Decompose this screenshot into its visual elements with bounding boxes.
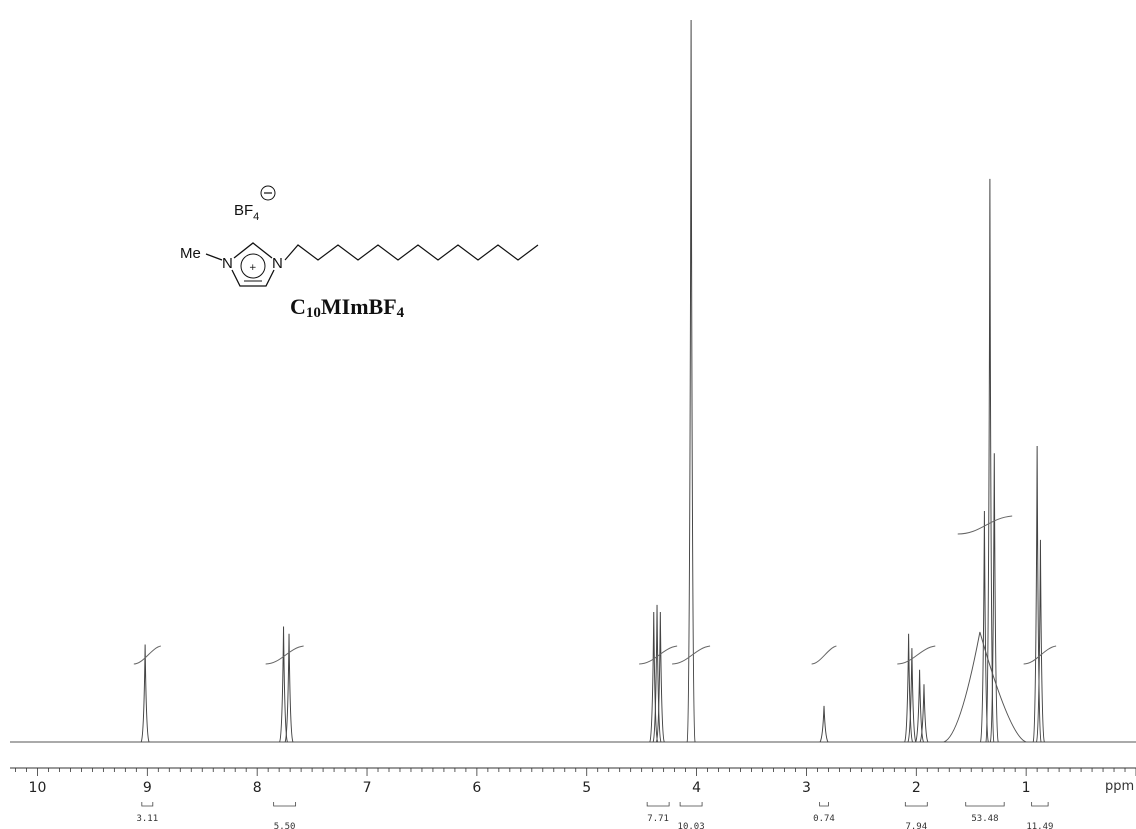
chemical-structure: BF4 Me N N + C10MImBF4 [180,185,539,321]
spectrum-peak [819,705,829,743]
spectrum-peak [904,633,914,743]
spectrum-peak [1032,445,1042,743]
integral-bracket [679,802,703,807]
integral-value: 7.71 [647,814,669,824]
x-axis-unit-label: ppm [1105,779,1134,794]
ring-top-bonds [233,242,273,259]
x-tick-label: 9 [143,780,152,796]
integral-bracket [904,802,928,807]
integral-bracket [965,802,1005,807]
spectrum-broad-envelope [943,631,1027,743]
integral-curve [897,645,936,665]
compound-name: C10MImBF4 [290,294,405,321]
ring-bottom-bonds [231,269,275,287]
integral-bracket [819,802,829,807]
spectrum-peak [989,453,999,743]
spectrum-peak [140,644,150,743]
x-tick-label: 3 [802,780,811,796]
integral-bracket [646,802,670,807]
integral-value: 3.11 [136,814,158,824]
spectrum-peak [284,633,294,743]
methyl-label: Me [180,245,201,262]
methyl-bond [205,253,223,261]
x-tick-label: 1 [1022,780,1031,796]
spectrum-peak [652,604,662,743]
spectrum-peak [919,684,929,743]
integral-curve [957,515,1013,535]
x-tick-label: 8 [253,780,262,796]
integral-value: 53.48 [971,814,998,824]
integral-value: 7.94 [905,822,927,829]
integral-value: 11.49 [1026,822,1053,829]
decyl-chain [284,244,539,261]
x-tick-label: 5 [582,780,591,796]
integral-value: 10.03 [678,822,705,829]
integral-bracket [141,802,154,807]
integral-value: 0.74 [813,814,835,824]
integral-curve [639,645,678,665]
x-tick-label: 4 [692,780,701,796]
integral-curve [811,645,837,665]
integral-curve [1023,645,1057,665]
x-axis: 10 9 8 7 6 5 4 3 2 1 [10,767,1136,796]
spectrum-peak [907,648,917,743]
integral-bracket [1031,802,1049,807]
integral-curve [133,645,161,665]
spectrum-peak [655,612,665,743]
integral-value: 5.50 [274,822,296,829]
spectrum-peak [649,612,659,743]
anion-charge-icon [260,185,276,201]
plus-icon: + [249,263,257,273]
x-tick-label: 10 [29,780,47,796]
ring-charge-circle [240,253,266,279]
spectrum-peak [686,19,696,743]
integral-labels: 3.11 5.50 7.71 10.03 0.74 7.94 53.48 11.49 [136,802,1053,829]
integral-curve [265,645,304,665]
x-tick-label: 7 [363,780,372,796]
nitrogen-3-label: N [272,255,283,272]
anion-label: BF4 [234,202,259,223]
plot-area [10,19,1136,743]
nitrogen-1-label: N [222,255,233,272]
integral-bracket [273,802,297,807]
integral-curve [672,645,711,665]
x-tick-label: 2 [912,780,921,796]
spectrum-peak [1035,539,1045,743]
spectrum-peak [279,626,289,743]
x-tick-label: 6 [472,780,481,796]
